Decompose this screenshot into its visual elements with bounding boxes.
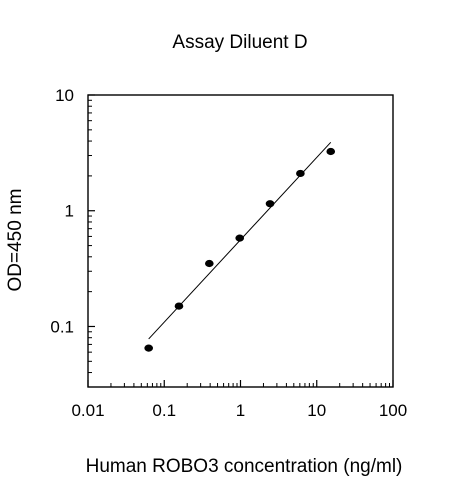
y-axis-label: OD=450 nm bbox=[5, 189, 26, 292]
axis-ticks: 0.01 0.1 1 10 100 0.1 1 10 bbox=[50, 86, 407, 420]
data-point bbox=[144, 344, 153, 352]
data-point bbox=[265, 200, 275, 208]
x-tick-label: 0.1 bbox=[152, 401, 176, 420]
data-points bbox=[144, 147, 336, 352]
y-tick-label: 0.1 bbox=[50, 317, 74, 336]
data-point bbox=[174, 302, 184, 310]
x-tick-label: 1 bbox=[236, 401, 245, 420]
data-point bbox=[326, 147, 336, 156]
y-tick-label: 1 bbox=[65, 202, 74, 221]
data-point bbox=[235, 234, 245, 242]
x-tick-label: 0.01 bbox=[71, 401, 104, 420]
x-axis-label: Human ROBO3 concentration (ng/ml) bbox=[86, 456, 403, 477]
data-point bbox=[296, 169, 305, 178]
chart-title: Assay Diluent D bbox=[172, 32, 307, 53]
x-tick-label: 10 bbox=[307, 401, 326, 420]
x-tick-label: 100 bbox=[379, 401, 407, 420]
data-point bbox=[205, 259, 214, 268]
y-tick-label: 10 bbox=[55, 86, 74, 105]
